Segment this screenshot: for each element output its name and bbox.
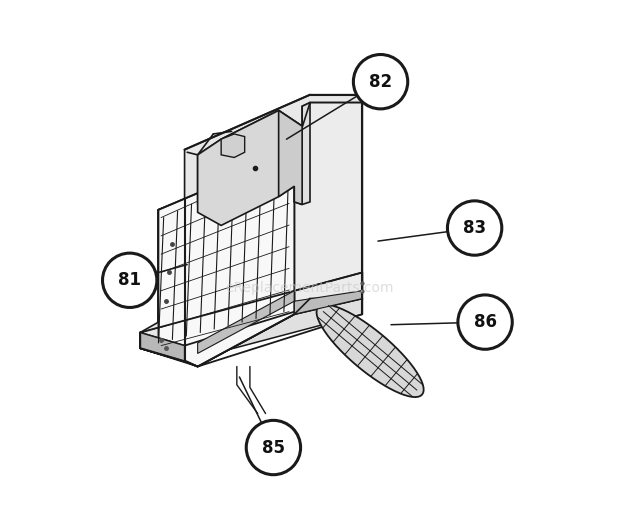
Polygon shape (140, 272, 362, 346)
Polygon shape (198, 291, 294, 354)
Polygon shape (198, 103, 310, 204)
Circle shape (353, 54, 408, 109)
Circle shape (458, 295, 512, 350)
Polygon shape (294, 291, 362, 314)
Polygon shape (198, 111, 302, 225)
Circle shape (246, 420, 301, 475)
Text: 85: 85 (262, 439, 285, 456)
Polygon shape (185, 152, 294, 366)
Polygon shape (140, 333, 185, 361)
Circle shape (102, 253, 157, 308)
Text: eReplacementParts.com: eReplacementParts.com (226, 281, 394, 295)
Polygon shape (299, 95, 310, 309)
Polygon shape (294, 103, 362, 314)
Polygon shape (278, 111, 302, 204)
Text: 82: 82 (369, 73, 392, 91)
Polygon shape (221, 134, 245, 158)
Polygon shape (185, 95, 362, 204)
Text: 81: 81 (118, 271, 141, 289)
Polygon shape (140, 299, 362, 366)
Polygon shape (310, 95, 362, 299)
Polygon shape (159, 152, 294, 366)
Text: 83: 83 (463, 219, 486, 237)
Circle shape (448, 201, 502, 255)
Polygon shape (317, 304, 423, 397)
Text: 86: 86 (474, 313, 497, 331)
Polygon shape (140, 199, 185, 361)
